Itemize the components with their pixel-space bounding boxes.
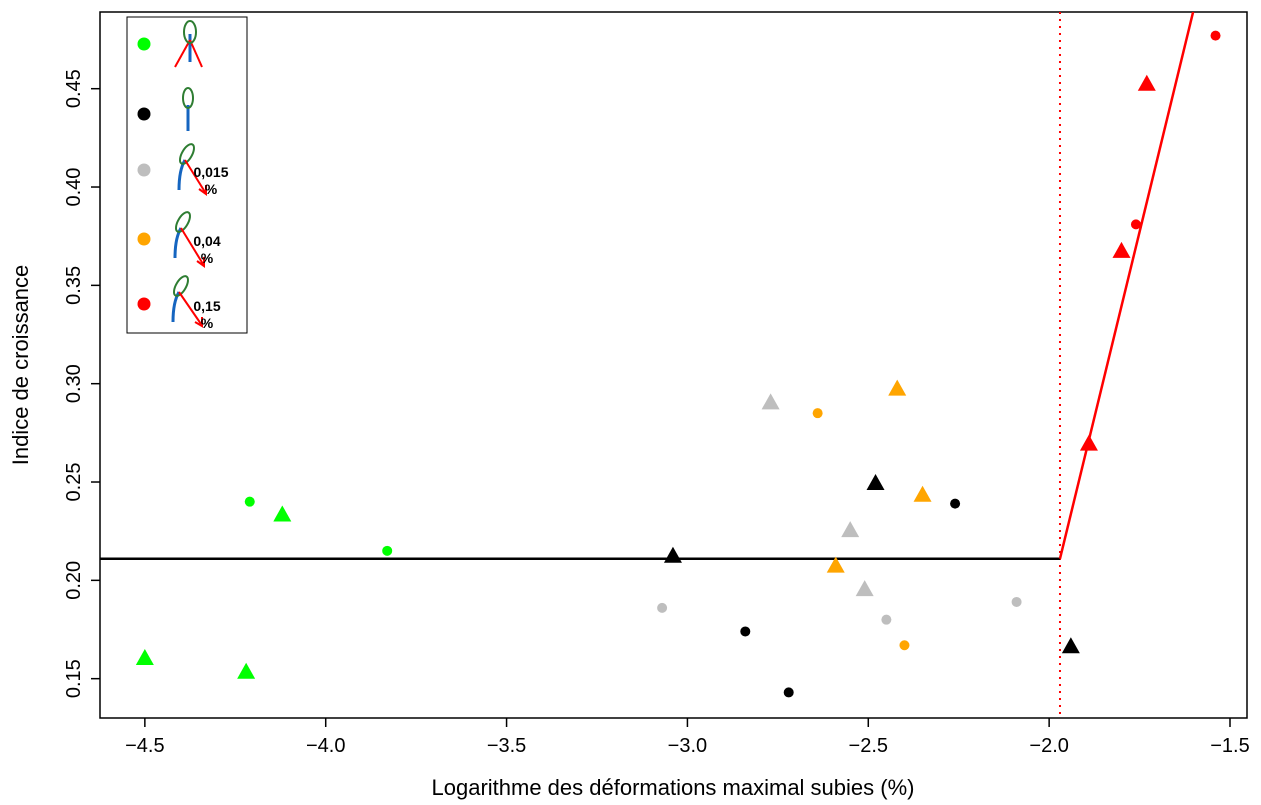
x-tick-label: −2.5: [849, 735, 888, 757]
point-triangle: [1112, 241, 1131, 258]
point-circle: [950, 498, 961, 509]
y-tick-label: 0.15: [63, 659, 85, 698]
x-tick-label: −4.0: [306, 735, 345, 757]
point-circle: [881, 614, 892, 625]
point-triangle: [237, 662, 256, 679]
y-axis-label: Indice de croissance: [8, 265, 33, 466]
legend-label: 0,015 %: [193, 164, 229, 197]
fit-line: [1058, 12, 1195, 560]
plot-area: [100, 12, 1221, 718]
point-circle: [244, 496, 255, 507]
x-tick-label: −3.0: [668, 735, 707, 757]
y-tick-label: 0.45: [63, 69, 85, 108]
point-triangle: [855, 580, 874, 597]
y-tick-label: 0.20: [63, 561, 85, 600]
point-triangle: [826, 556, 845, 573]
point-circle: [783, 687, 794, 698]
point-triangle: [135, 649, 154, 666]
point-triangle: [663, 546, 682, 563]
legend-label: 0,15 %: [193, 298, 221, 331]
legend-swatch: [137, 37, 151, 51]
legend-swatch: [137, 232, 151, 246]
y-tick-label: 0.35: [63, 266, 85, 305]
point-triangle: [841, 521, 860, 538]
plot-frame: [99, 11, 1248, 719]
x-tick-label: −4.5: [125, 735, 164, 757]
y-tick-label: 0.30: [63, 364, 85, 403]
legend-swatch: [137, 107, 151, 121]
point-triangle: [1079, 434, 1098, 451]
point-circle: [382, 545, 393, 556]
legend-label: 0,04 %: [193, 233, 221, 266]
point-triangle: [1061, 637, 1080, 654]
point-circle: [812, 408, 823, 419]
x-tick-label: −2.0: [1029, 735, 1068, 757]
point-circle: [740, 626, 751, 637]
point-circle: [1011, 596, 1022, 607]
y-tick-label: 0.40: [63, 168, 85, 207]
legend-swatch: [137, 297, 151, 311]
legend-icons: [171, 20, 207, 328]
point-circle: [1130, 219, 1141, 230]
point-circle: [1210, 30, 1221, 41]
point-triangle: [1137, 74, 1156, 91]
y-tick-label: 0.25: [63, 463, 85, 502]
point-triangle: [888, 379, 907, 396]
point-circle: [899, 640, 910, 651]
point-triangle: [761, 393, 780, 410]
x-tick-label: −3.5: [487, 735, 526, 757]
point-circle: [657, 602, 668, 613]
point-triangle: [273, 505, 292, 522]
legend-swatch: [137, 163, 151, 177]
x-axis-label: Logarithme des déformations maximal subi…: [432, 775, 915, 800]
point-triangle: [866, 473, 885, 490]
point-triangle: [913, 485, 932, 502]
x-tick-label: −1.5: [1210, 735, 1249, 757]
